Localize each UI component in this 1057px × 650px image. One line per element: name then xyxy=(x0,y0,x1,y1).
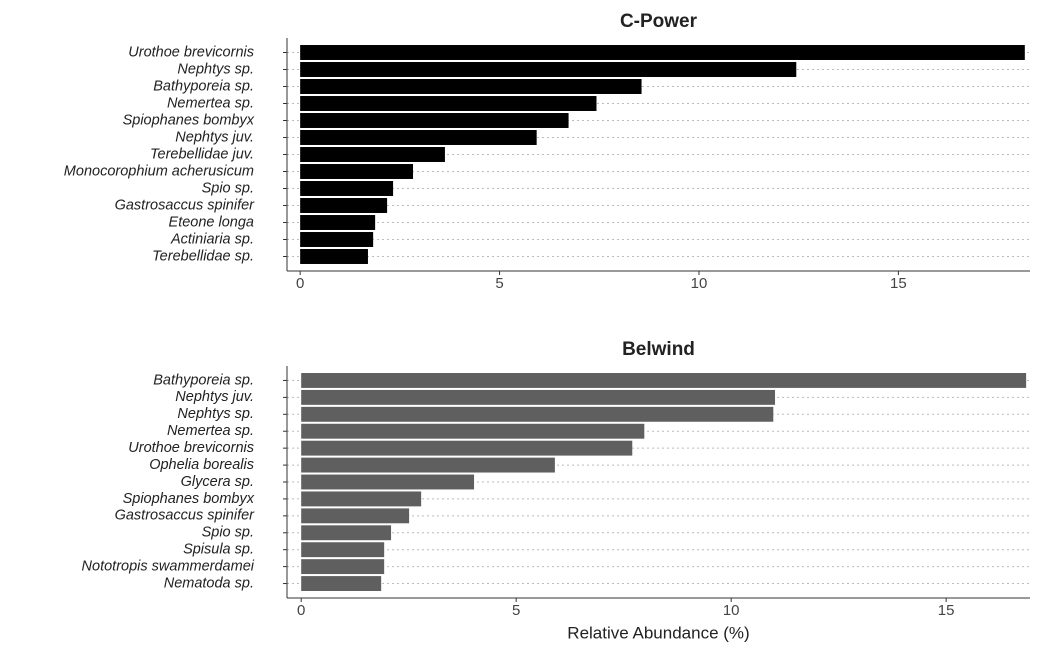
bar xyxy=(301,491,422,507)
y-tick-label: Nemertea sp. xyxy=(167,95,254,111)
x-tick-label: 0 xyxy=(296,275,304,292)
y-tick-label: Nemertea sp. xyxy=(167,423,254,439)
y-tick-label: Gastrosaccus spinifer xyxy=(115,197,256,213)
x-tick-label: 15 xyxy=(890,275,907,292)
bar xyxy=(301,474,475,490)
y-tick-label: Nematoda sp. xyxy=(164,575,254,591)
y-tick-label: Glycera sp. xyxy=(181,474,254,490)
y-tick-label: Eteone longa xyxy=(169,214,254,230)
bar xyxy=(301,542,385,558)
x-tick-label: 10 xyxy=(691,275,708,292)
x-tick-label: 5 xyxy=(512,602,520,619)
bar xyxy=(301,508,410,524)
chart-title: Belwind xyxy=(622,339,695,360)
y-tick-label: Nephtys juv. xyxy=(175,129,254,145)
y-tick-label: Spiophanes bombyx xyxy=(123,112,255,128)
bar xyxy=(301,559,385,575)
y-tick-label: Terebellidae juv. xyxy=(150,146,254,162)
x-tick-label: 15 xyxy=(938,602,955,619)
y-tick-label: Urothoe brevicornis xyxy=(128,440,254,456)
bar xyxy=(301,373,1027,388)
x-tick-label: 0 xyxy=(297,602,305,619)
y-tick-label: Spiophanes bombyx xyxy=(123,491,255,507)
y-tick-label: Spio sp. xyxy=(202,525,254,541)
bar xyxy=(300,62,797,77)
y-tick-label: Spisula sp. xyxy=(183,542,254,558)
y-tick-label: Spio sp. xyxy=(202,180,254,196)
y-tick-label: Bathyporeia sp. xyxy=(153,372,254,388)
y-tick-label: Actiniaria sp. xyxy=(170,231,254,247)
x-axis-title: Relative Abundance (%) xyxy=(567,623,749,642)
bar xyxy=(301,406,774,422)
y-tick-label: Nototropis swammerdamei xyxy=(82,558,255,574)
y-tick-label: Bathyporeia sp. xyxy=(153,78,254,94)
bar xyxy=(300,96,597,111)
y-tick-label: Monocorophium acherusicum xyxy=(64,163,254,179)
bar xyxy=(300,232,374,247)
bar xyxy=(300,164,414,179)
y-tick-label: Nephtys juv. xyxy=(175,389,254,405)
bar xyxy=(300,249,368,264)
bar xyxy=(300,130,537,145)
y-tick-label: Nephtys sp. xyxy=(177,61,254,77)
bar xyxy=(300,215,376,230)
y-tick-label: Terebellidae sp. xyxy=(152,248,254,264)
bar xyxy=(300,79,642,94)
y-tick-label: Urothoe brevicornis xyxy=(128,44,254,60)
chart-title: C-Power xyxy=(620,11,698,32)
bar xyxy=(301,440,633,456)
bar xyxy=(300,45,1025,60)
bar xyxy=(300,113,569,128)
bar xyxy=(300,181,394,196)
y-tick-label: Gastrosaccus spinifer xyxy=(115,508,256,524)
bar xyxy=(301,457,555,473)
bar xyxy=(301,423,645,439)
bar xyxy=(301,525,392,541)
bar xyxy=(301,576,382,591)
x-tick-label: 10 xyxy=(723,602,740,619)
y-tick-label: Nephtys sp. xyxy=(177,406,254,422)
y-tick-label: Ophelia borealis xyxy=(149,457,254,473)
bar xyxy=(300,198,388,213)
bar xyxy=(300,147,445,162)
bar xyxy=(301,389,776,405)
x-tick-label: 5 xyxy=(495,275,503,292)
